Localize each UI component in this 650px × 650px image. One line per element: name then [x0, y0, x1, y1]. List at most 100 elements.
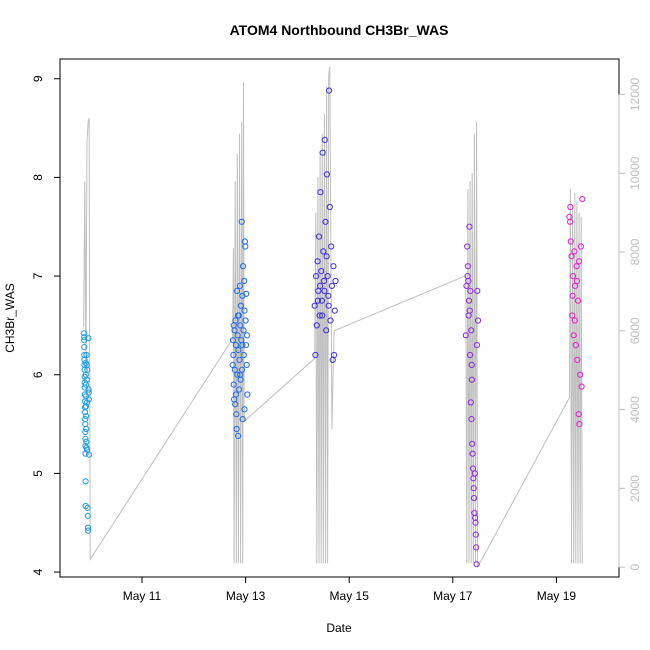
- data-point: [243, 290, 250, 297]
- data-point: [321, 287, 328, 294]
- y-axis-label: CH3Br_WAS: [3, 283, 17, 353]
- data-point: [82, 409, 89, 416]
- data-point: [323, 171, 330, 178]
- data-point: [81, 330, 88, 337]
- data-point: [85, 396, 93, 403]
- data-point: [314, 297, 321, 304]
- data-point: [569, 273, 577, 280]
- data-point: [329, 356, 336, 363]
- data-point: [325, 302, 332, 309]
- data-point: [317, 282, 324, 289]
- data-point: [231, 366, 238, 373]
- data-point: [313, 273, 320, 280]
- data-point: [324, 273, 331, 280]
- data-point: [567, 203, 574, 211]
- data-point: [242, 243, 249, 250]
- data-point: [573, 263, 580, 270]
- data-point: [242, 342, 250, 349]
- data-point: [318, 268, 325, 275]
- data-point: [466, 307, 473, 314]
- data-point: [576, 258, 583, 265]
- data-point: [241, 307, 248, 314]
- data-point: [567, 238, 574, 245]
- data-point: [322, 218, 329, 225]
- data-point: [236, 282, 243, 289]
- data-point: [317, 189, 324, 196]
- data-point: [240, 263, 247, 270]
- y-tick-label: 8: [31, 174, 45, 181]
- data-point: [83, 438, 90, 445]
- data-point: [576, 421, 583, 428]
- y2-tick-label: 10000: [628, 156, 642, 190]
- data-point: [571, 317, 578, 324]
- data-point: [229, 361, 236, 368]
- data-point: [239, 416, 246, 423]
- y-tick-label: 7: [31, 272, 45, 279]
- data-point: [330, 263, 337, 270]
- data-point: [464, 273, 471, 280]
- data-point: [83, 425, 90, 433]
- data-point: [316, 312, 323, 319]
- data-point: [233, 425, 240, 433]
- y-tick-label: 6: [31, 371, 45, 378]
- data-point: [469, 450, 476, 457]
- secondary-series-line: [83, 66, 583, 568]
- data-point: [326, 203, 333, 211]
- data-point: [230, 322, 237, 329]
- data-point: [474, 287, 481, 294]
- data-point: [467, 399, 474, 406]
- data-point: [232, 391, 239, 398]
- data-point: [82, 428, 89, 436]
- data-point: [229, 337, 237, 344]
- data-point: [241, 277, 248, 285]
- data-point: [239, 342, 246, 349]
- data-point: [315, 233, 323, 240]
- data-point: [236, 356, 243, 363]
- data-point: [320, 277, 328, 285]
- data-point: [472, 519, 479, 526]
- data-point: [472, 531, 479, 538]
- data-point: [237, 322, 244, 329]
- y2-tick-label: 4000: [628, 396, 642, 423]
- data-point: [575, 411, 582, 418]
- data-point: [86, 451, 93, 458]
- data-point: [331, 351, 338, 359]
- data-point: [83, 413, 90, 420]
- data-point: [468, 361, 475, 368]
- data-point: [464, 263, 471, 270]
- data-point: [473, 561, 480, 568]
- data-point: [234, 332, 241, 339]
- data-point: [462, 332, 469, 339]
- data-point: [319, 149, 326, 156]
- y-tick-label: 4: [31, 568, 45, 575]
- data-point: [573, 277, 581, 285]
- data-point: [238, 218, 245, 225]
- data-point: [235, 432, 242, 439]
- data-point: [320, 248, 327, 255]
- data-point: [232, 342, 239, 349]
- plot-area: May 11 May 13 May 15 May 17 May 19 4 5 6 7 8 9 0 200…: [31, 58, 642, 603]
- data-point: [328, 282, 335, 289]
- data-point: [81, 334, 88, 341]
- x-tick-label: May 15: [330, 589, 370, 603]
- chart-title: ATOM4 Northbound CH3Br_WAS: [230, 22, 449, 38]
- data-point: [84, 366, 91, 373]
- data-point: [473, 544, 480, 551]
- data-point: [237, 302, 244, 309]
- x-tick-label: May 17: [433, 589, 473, 603]
- data-point: [321, 136, 328, 143]
- data-point: [467, 287, 474, 294]
- data-point: [569, 312, 576, 319]
- data-point: [311, 302, 318, 309]
- data-point: [233, 411, 240, 418]
- data-point: [569, 292, 576, 299]
- data-point: [577, 243, 585, 250]
- data-point: [82, 403, 90, 410]
- x-tick-label: May 13: [226, 589, 266, 603]
- data-point: [240, 327, 247, 334]
- x-tick-label: May 19: [537, 589, 577, 603]
- data-point: [84, 446, 91, 453]
- y2-tick-label: 6000: [628, 317, 642, 344]
- data-point: [325, 292, 332, 299]
- data-point: [82, 478, 89, 485]
